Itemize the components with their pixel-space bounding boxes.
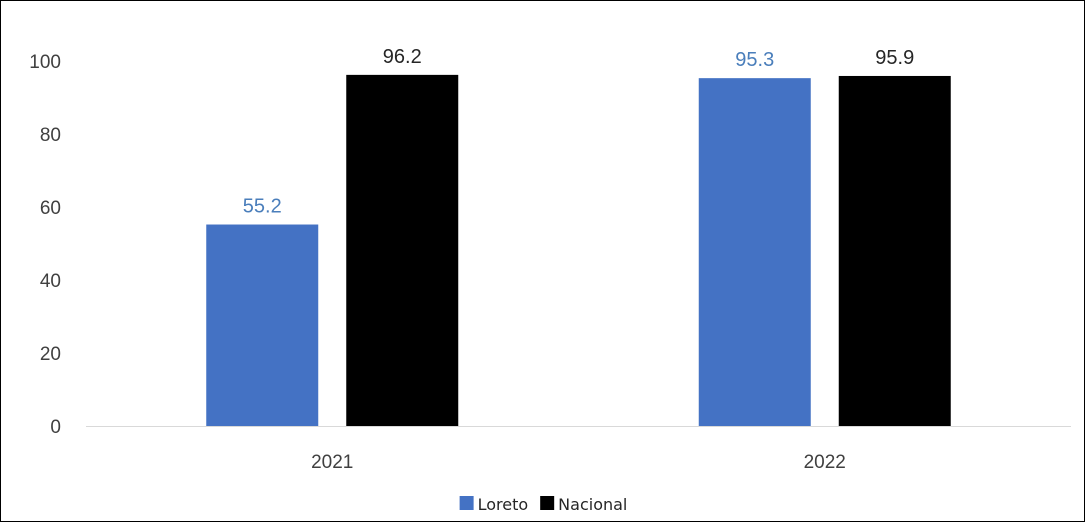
y-tick-label-40: 40 [40,271,61,292]
bar-nacional-2022 [838,75,951,426]
legend-swatch-nacional [540,496,555,510]
y-tick-label-20: 20 [40,344,61,365]
y-axis-ticks: 0 20 40 60 80 100 [29,52,61,438]
bar-loreto-2021 [206,224,319,426]
data-label-nacional-2022: 95.9 [875,47,914,69]
legend-label-nacional: Nacional [558,495,627,514]
x-axis-ticks: 2021 2022 [311,452,846,473]
data-labels: 55.2 96.2 95.3 95.9 [243,46,914,218]
y-tick-label-80: 80 [40,125,61,146]
x-tick-label-2022: 2022 [804,452,846,473]
legend-swatch-loreto [459,496,474,510]
data-label-loreto-2022: 95.3 [735,49,774,71]
y-tick-label-60: 60 [40,198,61,219]
bar-loreto-2022 [698,78,811,426]
legend: Loreto Nacional [459,495,627,514]
bar-nacional-2021 [346,74,459,427]
x-tick-label-2021: 2021 [311,452,353,473]
data-label-loreto-2021: 55.2 [243,196,282,218]
y-tick-label-0: 0 [50,417,61,438]
legend-label-loreto: Loreto [478,495,529,514]
data-label-nacional-2021: 96.2 [383,46,422,68]
y-tick-label-100: 100 [29,52,61,73]
bars [206,74,951,427]
